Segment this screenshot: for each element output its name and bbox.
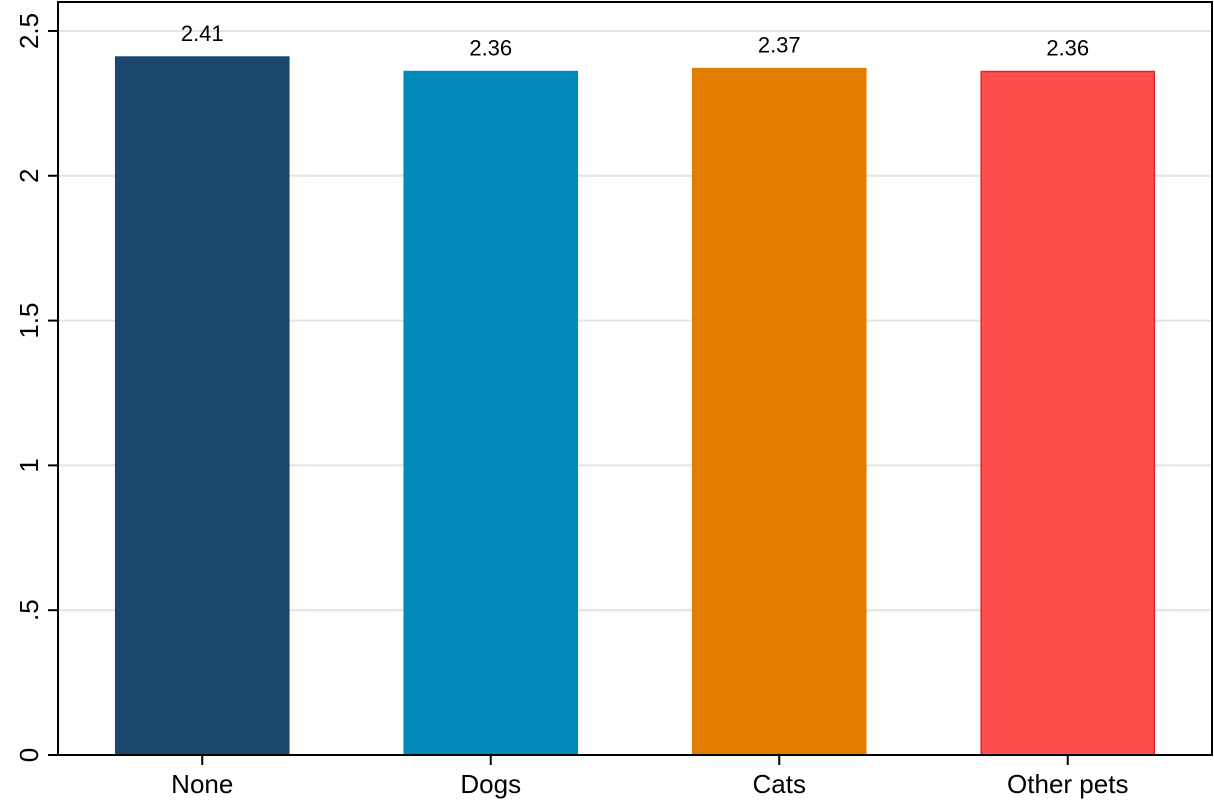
y-tick-label: 1 <box>14 458 44 472</box>
data-label: 2.36 <box>1046 36 1089 61</box>
data-labels: 2.41 2.36 2.37 2.36 <box>181 21 1089 60</box>
x-tick-label: None <box>171 769 233 799</box>
bars <box>114 56 1156 756</box>
y-tick-label: .5 <box>14 599 44 621</box>
data-label: 2.36 <box>469 36 512 61</box>
x-axis: None Dogs Cats Other pets <box>171 755 1128 799</box>
y-tick-label: 0 <box>14 748 44 762</box>
bar-dogs <box>403 70 579 756</box>
plot-frame <box>57 1 1213 756</box>
data-label: 2.41 <box>181 21 224 46</box>
y-tick-label: 2.5 <box>14 13 44 49</box>
x-tick-label: Dogs <box>460 769 521 799</box>
x-tick-label: Other pets <box>1007 769 1128 799</box>
y-tick-label: 1.5 <box>14 302 44 338</box>
bar-none <box>114 56 290 756</box>
y-tick-label: 2 <box>14 169 44 183</box>
y-axis: 0 .5 1 1.5 2 2.5 <box>14 13 58 762</box>
data-label: 2.37 <box>758 33 801 58</box>
x-tick-label: Cats <box>753 769 806 799</box>
bar-cats <box>691 67 867 756</box>
bar-other-pets <box>980 70 1156 756</box>
